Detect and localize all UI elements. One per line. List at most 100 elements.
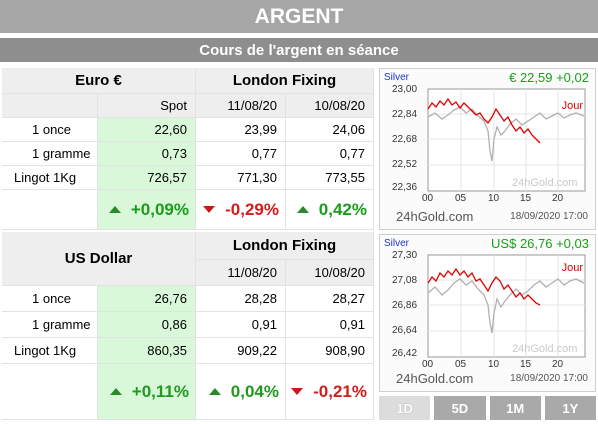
period-selector: 1D 5D 1M 1Y [379,396,596,420]
up-arrow-icon [208,388,221,395]
value-text: 773,55 [325,170,365,185]
d2-value: 0,77 [286,142,374,166]
x-tick-label: 20 [552,359,564,370]
spot-change: +0,09% [98,190,196,230]
y-tick-label: 22,68 [392,134,418,145]
change-text: +0,09% [130,199,189,219]
y-tick-label: 22,36 [392,182,418,193]
value-text: 908,90 [325,343,365,358]
euro-currency-header: Euro € [2,68,196,94]
chart-watermark: 24hGold.com [512,177,578,189]
chart-watermark: 24hGold.com [512,343,578,355]
col-d1-header: 11/08/20 [196,260,286,286]
chart-date: 18/09/2020 17:00 [510,373,588,384]
x-tick-label: 10 [488,359,500,370]
up-arrow-icon [108,206,121,213]
x-tick-label: 00 [422,359,434,370]
value-text: 726,57 [147,170,187,185]
london-fixing-header: London Fixing [196,68,374,94]
spot-change: +0,11% [98,364,196,420]
silver-usd-chart[interactable]: Silver US$ 26,76 +0,03 Jour 27,30 27,08 … [379,234,596,392]
up-arrow-icon [109,388,122,395]
change-blank [2,364,98,420]
value-text: 24,06 [332,122,365,137]
change-text: +0,11% [131,381,189,401]
currency-label: US Dollar [64,250,133,267]
x-tick-label: 15 [520,359,532,370]
change-text: 0,04% [230,381,279,401]
spot-value: 26,76 [98,286,196,312]
col-d1-label: 11/08/20 [227,265,277,280]
chart-series-name: Silver [384,72,410,83]
chart-brand: 24hGold.com [396,371,474,386]
period-1m-button[interactable]: 1M [489,396,541,420]
d1-value: 771,30 [196,166,286,190]
value-text: 860,35 [147,343,187,358]
d1-value: 0,77 [196,142,286,166]
row-label-text: Lingot 1Kg [14,170,77,185]
d2-value: 908,90 [286,338,374,364]
down-arrow-icon [291,388,304,395]
d2-value: 24,06 [286,118,374,142]
y-tick-label: 27,30 [392,250,418,261]
d2-change: -0,21% [286,364,374,420]
usd-table: US Dollar London Fixing 11/08/20 10/08/2… [2,232,374,422]
col-spot-label: Spot [160,98,187,113]
spot-value: 0,73 [98,142,196,166]
row-label-text: Lingot 1Kg [14,343,77,358]
x-tick-label: 00 [422,193,434,204]
x-tick-label: 05 [455,193,467,204]
d1-value: 23,99 [196,118,286,142]
spot-value: 860,35 [98,338,196,364]
period-1d-button[interactable]: 1D [379,396,431,420]
fixing-label: London Fixing [232,237,337,254]
value-text: 0,86 [161,317,187,332]
y-tick-label: 22,52 [392,159,418,170]
y-tick-label: 22,84 [392,109,418,120]
col-d2-label: 10/08/20 [314,265,365,280]
value-text: 26,76 [154,291,187,306]
period-5d-button[interactable]: 5D [434,396,486,420]
spot-value: 726,57 [98,166,196,190]
row-label-text: 1 once [32,122,72,137]
value-text: 0,77 [339,146,365,161]
col-d2-label: 10/08/20 [314,98,365,113]
change-text: 0,42% [318,199,367,219]
value-text: 0,77 [251,146,277,161]
page-title: ARGENT [0,0,598,33]
row-label: 1 gramme [2,142,98,166]
y-tick-label: 27,08 [392,275,418,286]
silver-eur-chart[interactable]: Silver € 22,59 +0,02 Jour 23,00 22,84 22… [379,68,596,230]
chart-legend-jour: Jour [561,100,583,112]
row-label-text: 1 once [32,291,72,306]
x-tick-label: 20 [552,193,564,204]
value-text: 0,73 [161,146,187,161]
d2-value: 0,91 [286,312,374,338]
usd-currency-header: US Dollar [2,232,196,286]
value-text: 28,27 [332,291,365,306]
spot-value: 22,60 [98,118,196,142]
row-label: Lingot 1Kg [2,338,98,364]
grid-lines [428,255,585,357]
chart-brand: 24hGold.com [396,209,474,224]
london-fixing-header: London Fixing [196,232,374,260]
x-tick-label: 05 [455,359,467,370]
page-subtitle: Cours de l'argent en séance [0,38,598,62]
d2-value: 773,55 [286,166,374,190]
y-tick-label: 26,64 [392,325,418,336]
period-1y-button[interactable]: 1Y [544,396,596,420]
row-label: Lingot 1Kg [2,166,98,190]
value-text: 0,91 [339,317,365,332]
currency-label: Euro € [75,72,122,89]
d1-value: 0,91 [196,312,286,338]
col-spot-header: Spot [98,94,196,118]
up-arrow-icon [296,206,309,213]
row-label-text: 1 gramme [32,146,91,161]
col-d1-header: 11/08/20 [196,94,286,118]
value-text: 771,30 [237,170,277,185]
change-text: -0,21% [313,381,367,401]
d1-change: -0,29% [196,190,286,230]
d1-change: 0,04% [196,364,286,420]
col-d1-label: 11/08/20 [227,98,277,113]
value-text: 23,99 [244,122,277,137]
